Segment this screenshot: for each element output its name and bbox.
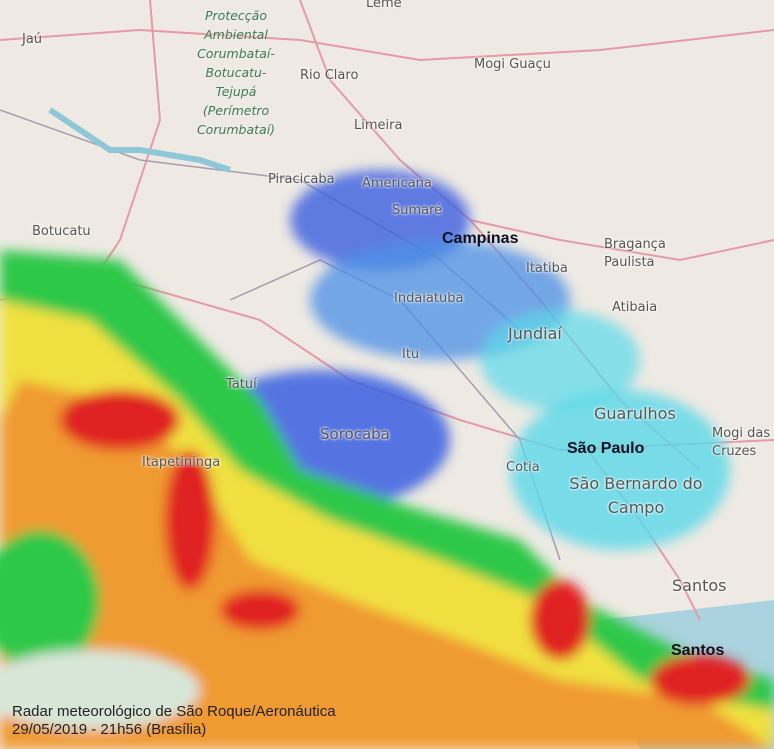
town-label: Itatiba bbox=[526, 261, 568, 276]
reservoir bbox=[48, 107, 231, 173]
caption-timestamp: 29/05/2019 - 21h56 (Brasília) bbox=[12, 721, 207, 738]
park-label: Protecção Ambiental Corumbataí-Botucatu-… bbox=[196, 8, 276, 137]
town-label: Cotia bbox=[506, 460, 540, 475]
city-label-campinas: Campinas bbox=[442, 230, 519, 247]
town-label: Itapetininga bbox=[142, 455, 221, 470]
town-label: Bragança Paulista bbox=[604, 237, 666, 270]
town-label: Jundiaí bbox=[508, 324, 562, 343]
town-label: Botucatu bbox=[32, 224, 91, 239]
town-label: Atibaia bbox=[612, 300, 658, 315]
town-label: Indaiatuba bbox=[394, 291, 464, 306]
town-label: Limeira bbox=[354, 118, 403, 133]
town-label: Mogi Guaçu bbox=[474, 57, 551, 72]
caption-source: Radar meteorológico de São Roque/Aeronáu… bbox=[12, 703, 336, 720]
town-label: Guarulhos bbox=[594, 404, 676, 423]
town-label: Piracicaba bbox=[268, 172, 335, 187]
town-label: Americana bbox=[362, 176, 432, 191]
town-label: Sumaré bbox=[392, 203, 443, 218]
radar-caption: Radar meteorológico de São Roque/Aeronáu… bbox=[12, 703, 336, 739]
city-label-santos: Santos bbox=[671, 642, 725, 659]
radar-echoes bbox=[0, 170, 774, 749]
town-label: Leme bbox=[366, 0, 402, 11]
town-label: Santos bbox=[672, 576, 727, 595]
town-label: Itu bbox=[402, 347, 420, 362]
town-label: São Bernardo do Campo bbox=[569, 474, 703, 517]
town-label: Sorocaba bbox=[320, 425, 390, 443]
town-label: Jaú bbox=[22, 32, 43, 47]
city-label-sao-paulo: São Paulo bbox=[567, 440, 645, 457]
town-label: Mogi das Cruzes bbox=[712, 426, 771, 459]
town-label: Tatuí bbox=[226, 377, 257, 392]
town-label: Rio Claro bbox=[300, 68, 359, 83]
